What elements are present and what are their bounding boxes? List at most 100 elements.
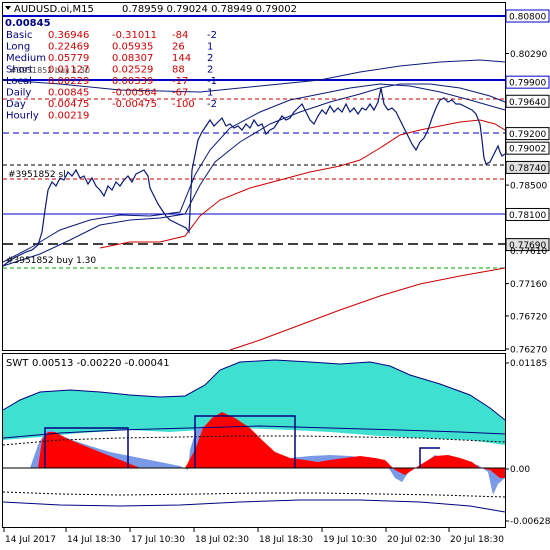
svg-text:0.79640: 0.79640 <box>509 98 546 108</box>
price-label-0.76720: 0.76720 <box>505 312 547 322</box>
svg-text:-0.00628: -0.00628 <box>510 517 550 527</box>
stats-row-hourly: Hourly 0.00219 <box>6 111 89 122</box>
svg-text:0.00: 0.00 <box>510 465 530 475</box>
svg-text:88: 88 <box>172 65 185 76</box>
price-label-0.78740: 0.78740 <box>505 160 550 174</box>
indicator-lines <box>2 359 506 513</box>
svg-text:0.00219: 0.00219 <box>48 111 89 122</box>
chart-ohlc: 0.78959 0.79024 0.78949 0.79002 <box>122 4 297 15</box>
time-label: 18 Jul 18:30 <box>257 528 313 545</box>
time-label: 19 Jul 10:30 <box>321 528 377 545</box>
svg-text:0.78500: 0.78500 <box>510 182 547 192</box>
svg-text:0.78100: 0.78100 <box>509 211 546 221</box>
red-area <box>38 412 505 478</box>
svg-text:19 Jul 10:30: 19 Jul 10:30 <box>323 535 377 545</box>
main-chart-frame <box>2 2 506 351</box>
price-label-0.79200: 0.79200 <box>505 127 550 141</box>
stats-row-day: Day 0.00475 -0.00475 -100 -2 <box>6 99 217 110</box>
indicator-axis-label: 0.00 <box>505 465 530 475</box>
svg-text:-0.31011: -0.31011 <box>112 30 157 41</box>
svg-text:Basic: Basic <box>6 30 32 41</box>
ma-blue-3 <box>2 59 506 93</box>
svg-text:Daily: Daily <box>6 88 31 99</box>
svg-text:Medium: Medium <box>6 53 46 64</box>
svg-text:-67: -67 <box>172 88 188 99</box>
svg-text:0.79200: 0.79200 <box>509 130 546 140</box>
indicator-values: 0.00513 -0.00220 -0.00041 <box>32 358 170 369</box>
time-axis[interactable]: 14 Jul 2017 14 Jul 18:30 17 Jul 10:30 18 Ju… <box>3 528 504 545</box>
price-label-0.78500: 0.78500 <box>505 182 547 192</box>
swt-lower-dashed <box>2 491 506 498</box>
svg-text:0.22469: 0.22469 <box>48 42 89 53</box>
level-lines <box>3 15 505 269</box>
price-label-0.79900: 0.79900 <box>505 75 550 89</box>
stats-total: 0.00845 <box>5 18 51 29</box>
ma-red <box>99 119 506 351</box>
order-sell-label[interactable]: #3951852 sl <box>8 170 66 180</box>
svg-text:Long: Long <box>6 42 30 53</box>
indicator-axis-label: 0.01185 <box>505 359 547 369</box>
svg-text:0.00229: 0.00229 <box>48 76 89 87</box>
stats-row-medium: Medium 0.05779 0.08307 144 2 <box>6 53 213 64</box>
price-label-0.78100: 0.78100 <box>505 207 550 221</box>
svg-text:0.02529: 0.02529 <box>112 65 153 76</box>
time-label: 20 Jul 18:30 <box>448 528 504 545</box>
swt-dashed-line <box>2 435 506 446</box>
svg-text:0.79900: 0.79900 <box>509 79 546 89</box>
svg-text:-2: -2 <box>207 30 217 41</box>
price-line <box>2 87 506 267</box>
svg-text:Hourly: Hourly <box>6 111 39 122</box>
chart-symbol: AUDUSD.oi,M15 <box>14 4 94 15</box>
stats-row-short: Short 0.01127 0.02529 88 2 <box>6 65 213 76</box>
time-label: 20 Jul 02:30 <box>385 528 441 545</box>
svg-text:0.76720: 0.76720 <box>510 312 547 322</box>
price-label-0.76270: 0.76270 <box>505 346 547 356</box>
svg-text:0.01185: 0.01185 <box>510 359 547 369</box>
svg-text:2: 2 <box>207 53 213 64</box>
svg-text:1: 1 <box>207 42 213 53</box>
turquoise-area <box>3 360 505 445</box>
time-label: 17 Jul 10:30 <box>129 528 185 545</box>
stats-row-basic: Basic 0.36946 -0.31011 -84 -2 <box>6 30 217 41</box>
svg-text:14 Jul 2017: 14 Jul 2017 <box>5 535 56 545</box>
svg-text:-17: -17 <box>172 76 188 87</box>
svg-text:0.80800: 0.80800 <box>509 13 546 23</box>
svg-text:18 Jul 18:30: 18 Jul 18:30 <box>259 535 313 545</box>
order-buy-label[interactable]: #3951852 buy 1.30 <box>6 256 96 266</box>
svg-text:0.05779: 0.05779 <box>48 53 89 64</box>
svg-text:14 Jul 18:30: 14 Jul 18:30 <box>67 535 121 545</box>
svg-text:2: 2 <box>207 65 213 76</box>
svg-text:20 Jul 18:30: 20 Jul 18:30 <box>450 535 504 545</box>
svg-text:26: 26 <box>172 42 185 53</box>
blue-area <box>30 425 505 495</box>
swt-box-line <box>44 415 440 468</box>
svg-text:0.00845: 0.00845 <box>48 88 89 99</box>
price-axis[interactable]: 0.80800 0.80290 0.79900 0.79640 0.79200 0.790… <box>505 9 550 356</box>
time-label: 14 Jul 2017 <box>3 528 56 545</box>
collapse-triangle-icon[interactable] <box>5 6 11 10</box>
time-label: 18 Jul 02:30 <box>193 528 249 545</box>
swt-lower-line <box>2 499 506 513</box>
stats-row-local: Local 0.00229 0.00339 -17 -1 <box>6 76 217 87</box>
stats-row-daily: Daily 0.00845 -0.00564 -67 1 <box>6 88 213 99</box>
price-label-0.77610: 0.77610 <box>505 247 547 257</box>
svg-text:0.79002: 0.79002 <box>509 145 546 155</box>
svg-text:Local: Local <box>6 76 32 87</box>
svg-text:0.80290: 0.80290 <box>510 50 547 60</box>
time-label: 14 Jul 18:30 <box>65 528 121 545</box>
svg-text:0.00339: 0.00339 <box>112 76 153 87</box>
swt-upper-line <box>2 359 506 421</box>
svg-text:-1: -1 <box>207 76 217 87</box>
order-overlap-label: #3951852 buy 1.30 <box>10 66 90 75</box>
svg-text:0.77690: 0.77690 <box>509 241 546 251</box>
price-label-0.79002: 0.79002 <box>505 141 550 155</box>
svg-text:144: 144 <box>172 53 191 64</box>
svg-text:17 Jul 10:30: 17 Jul 10:30 <box>131 535 185 545</box>
svg-text:-0.00475: -0.00475 <box>112 99 157 110</box>
svg-text:1: 1 <box>207 88 213 99</box>
svg-text:0.05935: 0.05935 <box>112 42 153 53</box>
svg-text:Day: Day <box>6 99 26 110</box>
svg-text:-100: -100 <box>172 99 195 110</box>
ma-blue-2 <box>2 83 506 267</box>
